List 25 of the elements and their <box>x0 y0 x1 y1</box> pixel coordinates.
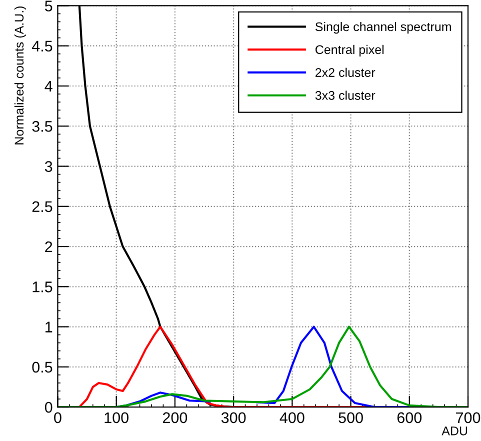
legend-label: Single channel spectrum <box>315 22 451 34</box>
x-axis-title: ADU <box>442 426 468 436</box>
x-tick-label: 200 <box>162 412 188 424</box>
x-tick-label: 400 <box>280 412 304 424</box>
legend-label: Central pixel <box>316 44 384 57</box>
y-axis-title: Normalized counts (A.U.) <box>14 6 26 144</box>
y-tick-label: 1.5 <box>32 282 52 292</box>
x-tick-label: 100 <box>104 412 128 424</box>
legend-label: 3x3 cluster <box>315 90 376 100</box>
y-tick-label: 0.5 <box>32 362 52 373</box>
y-tick-label: 0 <box>44 402 52 413</box>
y-tick-label: 1 <box>46 322 52 332</box>
y-tick-label: 4.5 <box>32 40 52 52</box>
y-tick-label: 5 <box>44 0 52 12</box>
x-tick-label: 0 <box>54 412 62 424</box>
y-tick-label: 3 <box>44 161 52 172</box>
y-tick-label: 2 <box>45 241 52 252</box>
x-tick-label: 300 <box>221 412 246 424</box>
x-tick-label: 700 <box>456 412 480 424</box>
x-tick-label: 500 <box>338 412 363 424</box>
x-tick-label: 600 <box>397 412 422 424</box>
y-tick-label: 2.5 <box>32 201 52 212</box>
y-tick-label: 3.5 <box>32 120 52 132</box>
y-tick-label: 4 <box>44 81 52 92</box>
legend-label: 2x2 cluster <box>316 68 376 77</box>
